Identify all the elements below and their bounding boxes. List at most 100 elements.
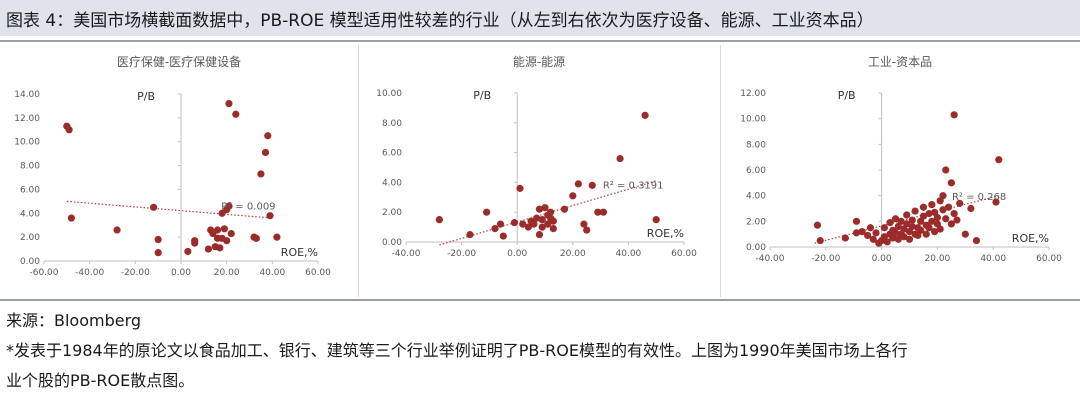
x-tick-label: -40.00 — [755, 254, 784, 264]
scatter-point — [184, 247, 192, 256]
chart-panel-energy: 能源-能源 -40.00 -20.00 0.00 20.00 40.00 60.00 0.00… — [359, 45, 721, 297]
scatter-point — [903, 211, 911, 219]
y-tick-label: 8.00 — [20, 162, 40, 172]
y-axis-label: P/B — [473, 89, 491, 102]
scatter-point — [944, 203, 953, 211]
scatter-point — [264, 132, 272, 140]
scatter-point — [928, 201, 936, 209]
scatter-point — [942, 215, 950, 223]
scatter-point — [574, 180, 582, 188]
y-tick-label: 0.00 — [382, 238, 402, 248]
scatter-point — [872, 229, 880, 237]
figure-header: 图表 4：美国市场横截面数据中，PB-ROE 模型适用性较差的行业（从左到右依次… — [0, 0, 1080, 36]
x-tick-label: -60.00 — [29, 268, 58, 278]
scatter-point — [816, 236, 824, 245]
x-tick-label: 20.00 — [214, 268, 240, 278]
y-tick-label: 2.00 — [382, 208, 402, 218]
scatter-point — [252, 234, 260, 242]
trendline — [66, 200, 273, 219]
x-tick-label: 60.00 — [1036, 254, 1062, 264]
scatter-point — [538, 216, 546, 224]
scatter-point — [947, 179, 955, 187]
chart-title: 能源-能源 — [513, 55, 565, 69]
scatter-point — [956, 199, 964, 207]
y-tick-label: 6.00 — [382, 149, 402, 159]
x-tick-label: 0.00 — [171, 268, 191, 278]
remark-line-1: *发表于1984年的原论文以食品加工、银行、建筑等三个行业举例证明了PB-ROE… — [6, 341, 908, 360]
scatter-point — [549, 217, 557, 225]
x-tick-label: -20.00 — [121, 268, 150, 278]
y-tick-label: 6.00 — [20, 185, 40, 195]
remark-line-2: 业个股的PB-ROE散点图。 — [6, 371, 195, 390]
scatter-point — [953, 216, 961, 224]
scatter-point — [466, 230, 474, 239]
scatter-point — [972, 236, 981, 245]
scatter-point — [533, 214, 541, 222]
x-tick-label: 20.00 — [925, 254, 951, 264]
scatter-point — [936, 225, 944, 233]
scatter-point — [891, 229, 900, 237]
x-tick-label: 20.00 — [560, 249, 586, 259]
chart-panels: 医疗保健-医疗保健设备 -60.00 -40.00 -20.00 0.00 20.00 40… — [0, 45, 1080, 297]
y-tick-label: 10.00 — [376, 89, 402, 99]
scatter-point — [546, 208, 555, 216]
scatter-point — [560, 205, 569, 213]
scatter-point — [886, 219, 894, 227]
scatter-point — [911, 207, 919, 215]
y-tick-label: 4.00 — [382, 178, 402, 188]
scatter-point — [950, 210, 958, 218]
scatter-point — [538, 223, 546, 231]
scatter-point — [530, 220, 538, 228]
figure-title: 图表 4：美国市场横截面数据中，PB-ROE 模型适用性较差的行业（从左到右依次… — [6, 11, 874, 31]
scatter-point — [866, 224, 875, 232]
scatter-chart-energy: 能源-能源 -40.00 -20.00 0.00 20.00 40.00 60.00 0.00… — [376, 55, 697, 259]
scatter-point — [216, 244, 224, 252]
scatter-point — [919, 203, 928, 211]
scatter-point — [869, 235, 877, 243]
x-tick-label: 40.00 — [259, 268, 285, 278]
scatter-point — [900, 233, 908, 241]
scatter-point — [594, 208, 602, 216]
header-divider — [0, 40, 1080, 42]
scatter-point — [599, 208, 607, 216]
scatter-point — [583, 226, 591, 234]
figure-notes: 来源：Bloomberg *发表于1984年的原论文以食品加工、银行、建筑等三个… — [6, 306, 1074, 396]
r-squared-label: R² = 0.009 — [221, 202, 275, 213]
scatter-point — [852, 229, 861, 237]
scatter-point — [535, 230, 544, 239]
scatter-point — [880, 224, 888, 232]
scatter-point — [223, 237, 231, 245]
scatter-point — [544, 220, 552, 228]
scatter-point — [67, 214, 75, 222]
scatter-point — [864, 231, 872, 240]
scatter-chart-capital-goods: 工业-资本品 -40.00 -20.00 0.00 20.00 40.00 60.00 0.0… — [740, 55, 1062, 264]
scatter-point — [897, 217, 905, 225]
scatter-point — [435, 216, 443, 224]
chart-panel-healthcare: 医疗保健-医疗保健设备 -60.00 -40.00 -20.00 0.00 20.00 40… — [0, 45, 359, 297]
y-tick-label: 0.00 — [20, 257, 40, 267]
scatter-point — [925, 210, 933, 218]
scatter-point — [947, 220, 955, 228]
scatter-point — [535, 205, 544, 213]
y-tick-label: 8.00 — [382, 119, 402, 129]
scatter-point — [273, 233, 281, 241]
scatter-point — [841, 234, 849, 242]
x-axis-label: ROE,% — [1012, 232, 1049, 245]
scatter-chart-healthcare: 医疗保健-医疗保健设备 -60.00 -40.00 -20.00 0.00 20.00 40… — [14, 55, 331, 278]
scatter-point — [919, 212, 928, 220]
scatter-point — [113, 226, 121, 234]
y-tick-label: 10.00 — [14, 138, 40, 148]
scatter-point — [154, 235, 162, 244]
y-axis-label: P/B — [838, 89, 856, 102]
scatter-point — [213, 226, 222, 234]
scatter-point — [204, 245, 212, 253]
scatter-point — [933, 213, 941, 222]
x-tick-label: 60.00 — [305, 268, 331, 278]
x-tick-label: 40.00 — [980, 254, 1006, 264]
scatter-point — [992, 198, 1000, 206]
y-tick-label: 4.00 — [746, 192, 766, 202]
scatter-point — [950, 111, 958, 119]
chart-title: 工业-资本品 — [868, 55, 932, 69]
scatter-point — [580, 220, 588, 228]
scatter-point — [519, 220, 527, 228]
